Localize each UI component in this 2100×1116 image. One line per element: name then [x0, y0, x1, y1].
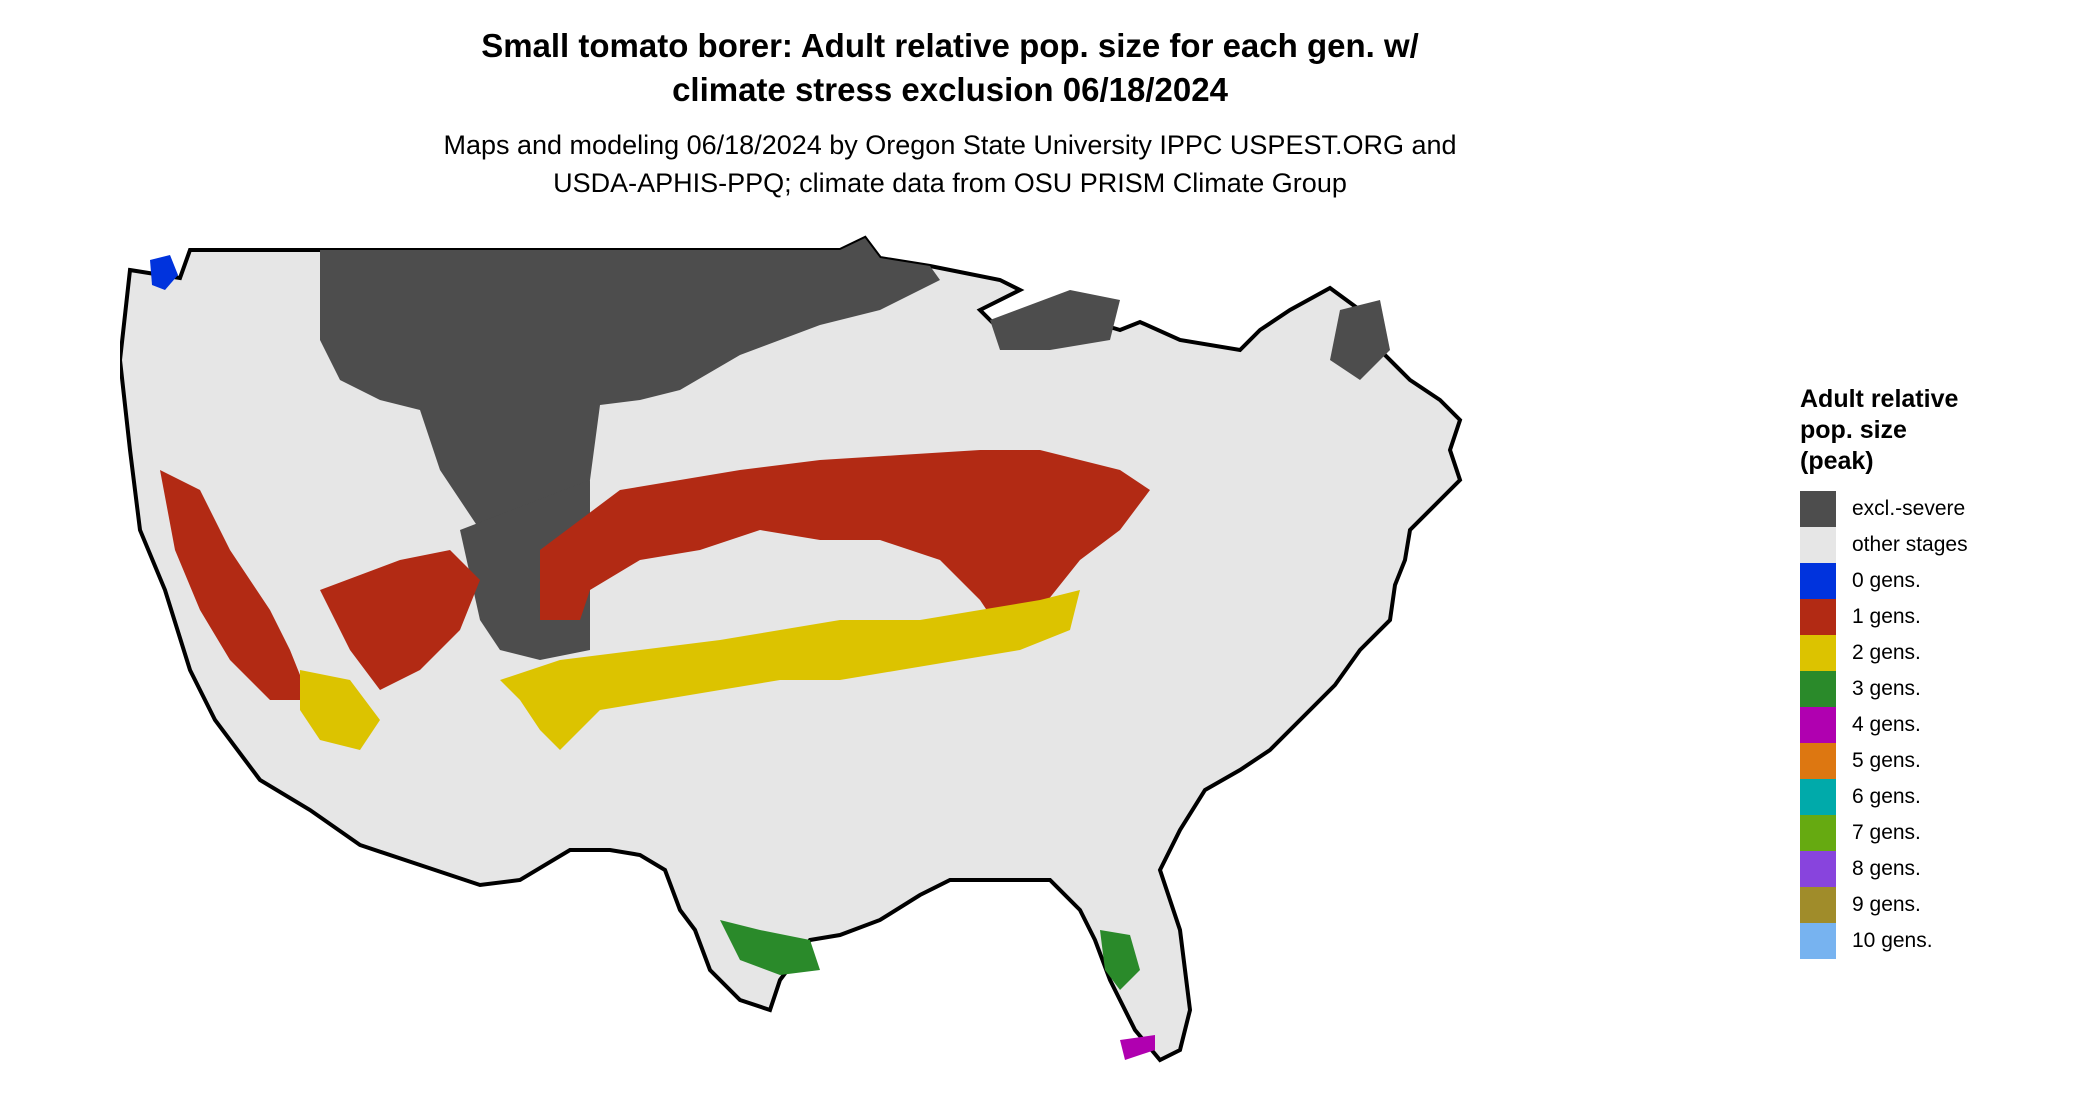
map-subtitle: Maps and modeling 06/18/2024 by Oregon S… — [0, 126, 1900, 202]
one-gen-band — [540, 450, 1150, 630]
one-gen-band-southwest — [320, 550, 480, 690]
legend-label: excl.-severe — [1852, 497, 1966, 520]
legend-swatch — [1800, 743, 1836, 779]
legend-label: 7 gens. — [1852, 821, 1921, 844]
legend-title-line-1: Adult relative — [1800, 385, 1959, 413]
legend-item-1-gens: 1 gens. — [1800, 597, 2090, 635]
legend-item-excl-severe: excl.-severe — [1800, 489, 2090, 527]
three-gen-texas-coast — [720, 920, 820, 975]
legend-item-5-gens: 5 gens. — [1800, 741, 2090, 779]
legend-label: 1 gens. — [1852, 605, 1921, 628]
legend-item-8-gens: 8 gens. — [1800, 849, 2090, 887]
legend-label: 9 gens. — [1852, 893, 1921, 916]
legend-label: 2 gens. — [1852, 641, 1921, 664]
legend-label: 5 gens. — [1852, 749, 1921, 772]
legend-label: 6 gens. — [1852, 785, 1921, 808]
legend-label: 10 gens. — [1852, 929, 1933, 952]
legend-title-line-2: pop. size — [1800, 416, 1907, 444]
excl-severe-region-great-lakes — [990, 290, 1120, 350]
legend-swatch — [1800, 599, 1836, 635]
legend-item-6-gens: 6 gens. — [1800, 777, 2090, 815]
legend-title-line-3: (peak) — [1800, 447, 1874, 475]
map-title: Small tomato borer: Adult relative pop. … — [0, 24, 1900, 112]
one-gen-band-west — [160, 470, 310, 700]
excl-severe-region-north — [320, 238, 940, 530]
legend-label: 0 gens. — [1852, 569, 1921, 592]
legend-swatch — [1800, 851, 1836, 887]
legend-swatch — [1800, 923, 1836, 959]
zero-gen-washington — [150, 255, 178, 290]
legend-swatch — [1800, 815, 1836, 851]
legend-item-other-stages: other stages — [1800, 525, 2090, 563]
legend-item-2-gens: 2 gens. — [1800, 633, 2090, 671]
subtitle-line-1: Maps and modeling 06/18/2024 by Oregon S… — [443, 130, 1457, 160]
legend-item-4-gens: 4 gens. — [1800, 705, 2090, 743]
title-line-2: climate stress exclusion 06/18/2024 — [672, 71, 1228, 108]
legend: Adult relative pop. size (peak) excl.-se… — [1800, 384, 2090, 959]
legend-label: 3 gens. — [1852, 677, 1921, 700]
excl-severe-region-maine — [1330, 300, 1390, 380]
legend-item-7-gens: 7 gens. — [1800, 813, 2090, 851]
legend-label: 8 gens. — [1852, 857, 1921, 880]
legend-swatch — [1800, 887, 1836, 923]
two-gen-band — [500, 590, 1080, 750]
legend-label: other stages — [1852, 533, 1968, 556]
us-pest-map — [120, 235, 1463, 1063]
legend-swatch — [1800, 527, 1836, 563]
legend-swatch — [1800, 563, 1836, 599]
legend-swatch — [1800, 635, 1836, 671]
four-gen-south-florida — [1120, 1035, 1155, 1060]
legend-item-0-gens: 0 gens. — [1800, 561, 2090, 599]
legend-label: 4 gens. — [1852, 713, 1921, 736]
legend-swatch — [1800, 491, 1836, 527]
legend-item-10-gens: 10 gens. — [1800, 921, 2090, 959]
legend-title: Adult relative pop. size (peak) — [1800, 384, 2090, 477]
title-line-1: Small tomato borer: Adult relative pop. … — [481, 27, 1419, 64]
legend-item-9-gens: 9 gens. — [1800, 885, 2090, 923]
subtitle-line-2: USDA-APHIS-PPQ; climate data from OSU PR… — [553, 168, 1347, 198]
legend-item-3-gens: 3 gens. — [1800, 669, 2090, 707]
legend-swatch — [1800, 671, 1836, 707]
legend-swatch — [1800, 707, 1836, 743]
three-gen-florida — [1100, 930, 1140, 990]
two-gen-band-arizona — [300, 670, 380, 750]
legend-swatch — [1800, 779, 1836, 815]
